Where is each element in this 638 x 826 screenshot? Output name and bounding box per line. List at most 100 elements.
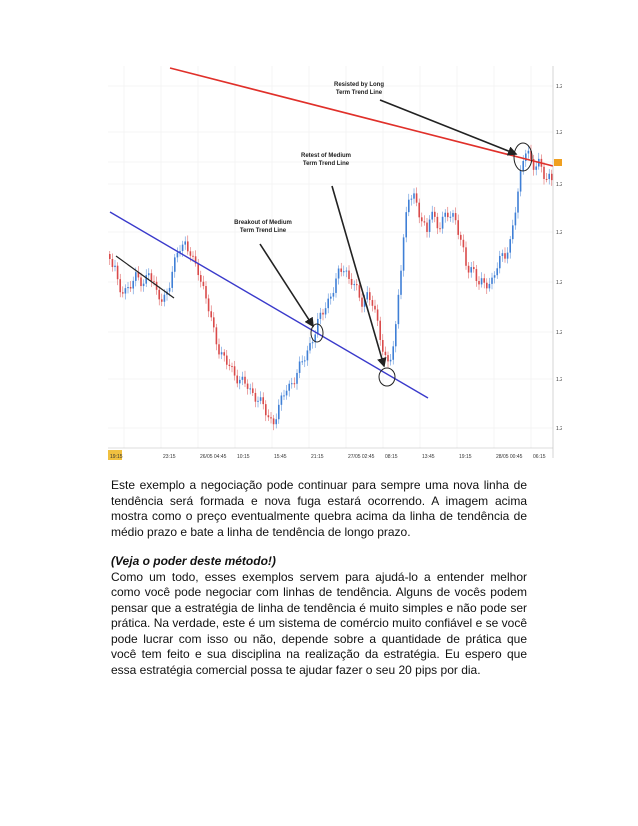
candle-body bbox=[356, 284, 358, 286]
short-trend-line bbox=[115, 255, 175, 299]
candle-body bbox=[426, 222, 428, 232]
candle-body bbox=[548, 173, 550, 180]
candle-body bbox=[457, 220, 459, 235]
candle-body bbox=[140, 277, 142, 287]
candle-body bbox=[265, 404, 267, 416]
candle-body bbox=[322, 312, 324, 315]
candle-body bbox=[249, 388, 251, 390]
candle-body bbox=[142, 283, 145, 287]
candle-body bbox=[174, 257, 176, 272]
candle-body bbox=[530, 150, 532, 159]
candle-body bbox=[298, 361, 301, 373]
candlestick-chart: Resisted by Long Term Trend Line Retest … bbox=[108, 66, 562, 460]
candle-body bbox=[501, 253, 504, 256]
candle-body bbox=[189, 251, 192, 256]
candle-body bbox=[288, 383, 290, 391]
candle-body bbox=[124, 288, 127, 294]
candle-body bbox=[478, 281, 480, 285]
candle-body bbox=[233, 366, 236, 376]
price-axis: 1.25001.24501.24211.24001.23501.23001.22… bbox=[556, 84, 562, 432]
candle-body bbox=[317, 318, 319, 335]
candle-body bbox=[171, 271, 173, 288]
candle-body bbox=[493, 275, 496, 278]
candle-body bbox=[129, 287, 132, 289]
candle-body bbox=[504, 253, 506, 259]
candle-body bbox=[486, 282, 488, 289]
candle-body bbox=[327, 298, 329, 309]
breakout-arrow bbox=[259, 243, 314, 328]
candle-body bbox=[267, 415, 270, 418]
candle-body bbox=[480, 278, 483, 285]
candle-body bbox=[239, 379, 241, 384]
candle-body bbox=[324, 308, 327, 315]
candle-body bbox=[252, 388, 254, 393]
candles-group bbox=[109, 144, 553, 431]
candle-body bbox=[218, 344, 220, 355]
candle-body bbox=[161, 299, 163, 302]
candle-body bbox=[470, 267, 472, 273]
candle-body bbox=[309, 343, 311, 351]
time-tick-label: 27/05 02:45 bbox=[348, 454, 375, 460]
candle-body bbox=[236, 375, 238, 384]
candle-body bbox=[350, 278, 353, 285]
candle-body bbox=[353, 284, 355, 286]
candle-body bbox=[454, 213, 457, 221]
candle-body bbox=[114, 265, 116, 268]
price-tick-label: 1.2350 bbox=[556, 230, 562, 236]
candle-body bbox=[153, 281, 155, 283]
candle-body bbox=[184, 241, 186, 245]
resisted-circle bbox=[513, 142, 533, 172]
retest-arrow bbox=[331, 185, 387, 368]
candle-body bbox=[187, 241, 189, 252]
time-tick-label: 15:45 bbox=[274, 454, 287, 460]
candle-body bbox=[392, 346, 394, 360]
candle-body bbox=[116, 265, 119, 280]
candle-body bbox=[387, 355, 389, 362]
candle-body bbox=[278, 404, 280, 420]
candle-body bbox=[262, 397, 264, 405]
candle-body bbox=[301, 361, 303, 363]
price-tick-label: 1.2450 bbox=[556, 130, 562, 136]
candle-body bbox=[462, 239, 465, 248]
candle-body bbox=[158, 289, 160, 300]
candle-body bbox=[228, 364, 231, 367]
candle-body bbox=[109, 254, 111, 259]
candle-body bbox=[137, 272, 140, 278]
candle-body bbox=[519, 170, 522, 192]
time-tick-label: 19:15 bbox=[110, 454, 123, 460]
candle-body bbox=[473, 267, 475, 270]
long-term-trend-line bbox=[169, 67, 554, 167]
annotation-breakout-2: Term Trend Line bbox=[240, 228, 287, 234]
candle-body bbox=[512, 225, 514, 240]
candle-body bbox=[382, 339, 384, 352]
candle-body bbox=[215, 327, 218, 345]
annotation-breakout-1: Breakout of Medium bbox=[234, 220, 292, 226]
candle-body bbox=[210, 311, 212, 318]
candle-body bbox=[254, 392, 257, 402]
candle-body bbox=[379, 320, 381, 340]
retest-circle bbox=[378, 367, 396, 387]
candle-body bbox=[384, 351, 387, 356]
annotation-long-line-2: Term Trend Line bbox=[336, 90, 383, 96]
candle-body bbox=[192, 255, 194, 257]
candle-body bbox=[491, 277, 493, 284]
candle-body bbox=[332, 292, 335, 297]
candle-body bbox=[439, 228, 441, 230]
candle-body bbox=[270, 417, 272, 419]
candle-body bbox=[345, 270, 348, 272]
candle-body bbox=[285, 390, 288, 396]
price-tick-label: 1.2400 bbox=[556, 182, 562, 188]
candle-body bbox=[475, 269, 478, 282]
breakout-circle bbox=[310, 323, 324, 343]
candle-body bbox=[371, 300, 374, 306]
candle-body bbox=[452, 213, 454, 217]
candle-body bbox=[551, 173, 553, 181]
forex-chart-image: Resisted by Long Term Trend Line Retest … bbox=[108, 66, 562, 466]
candle-body bbox=[244, 376, 246, 384]
price-tick-label: 1.2150 bbox=[556, 426, 562, 432]
candle-body bbox=[532, 158, 535, 170]
candle-body bbox=[148, 273, 150, 276]
candle-body bbox=[168, 287, 171, 292]
candle-body bbox=[525, 153, 527, 161]
candle-body bbox=[304, 360, 306, 362]
